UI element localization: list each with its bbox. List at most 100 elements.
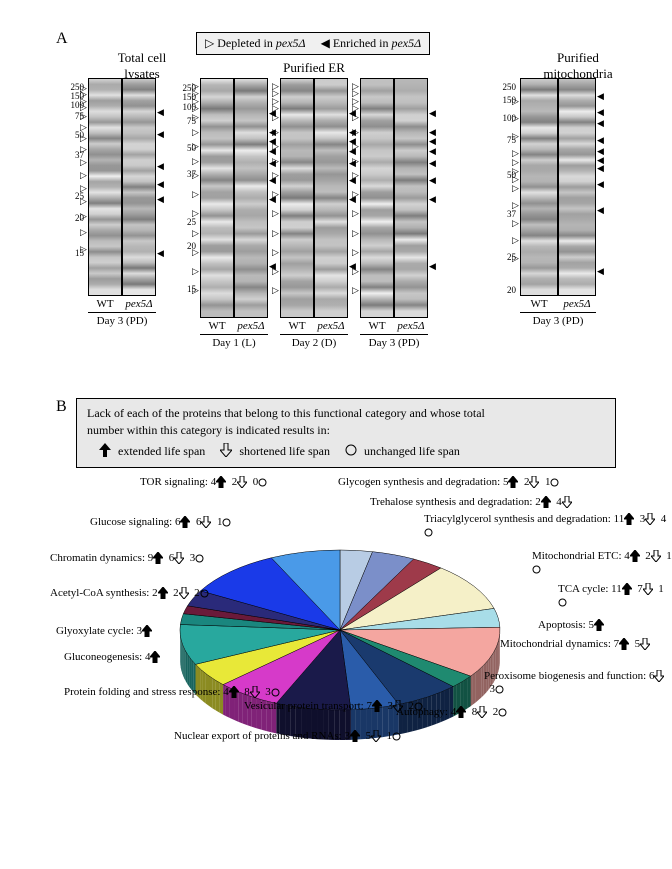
circle-icon: [414, 700, 423, 712]
pie-chart: [170, 530, 510, 760]
gel-lane: [314, 78, 348, 318]
category-label: Trehalose synthesis and degradation: 2 4: [370, 496, 577, 509]
category-label: Mitochondrial dynamics: 7 5: [500, 638, 656, 651]
circle-icon: [558, 596, 567, 608]
category-name: Mitochondrial ETC:: [532, 550, 622, 562]
arrow-up-icon: [372, 700, 382, 712]
count-up: 11: [611, 583, 622, 595]
category-label: Apoptosis: 5: [538, 619, 609, 632]
depleted-marker-icon: ▷: [352, 266, 359, 277]
count-unchanged: 1: [658, 583, 664, 595]
enriched-marker-icon: ◀: [597, 163, 604, 174]
category-label: Glucose signaling: 6 6 1: [90, 516, 231, 529]
depleted-marker-icon: ▷: [80, 144, 87, 155]
depleted-marker-icon: ▷: [512, 183, 519, 194]
shortened-text: shortened life span: [239, 444, 330, 458]
category-label: Vesicular protein transport: 7 3 2: [244, 700, 423, 713]
day-label: Day 2 (D): [280, 334, 348, 349]
depleted-marker-icon: ▷: [352, 156, 359, 167]
enriched-marker-icon: ◀: [429, 108, 436, 119]
count-unchanged: 1: [666, 550, 672, 562]
circle-icon: [258, 476, 267, 488]
depleted-marker-icon: ▷: [272, 228, 279, 239]
enriched-marker-icon: ◀: [157, 107, 164, 118]
arrow-down-icon: [250, 686, 260, 698]
circle-icon: [271, 686, 280, 698]
arrow-down-icon: [477, 706, 487, 718]
gel-lane: [360, 78, 394, 318]
depleted-marker-icon: ▷: [80, 122, 87, 133]
pie-side: [189, 657, 191, 690]
arrow-down-icon: [562, 496, 572, 508]
arrow-up-icon: [630, 550, 640, 562]
depleted-marker-icon: ▷: [352, 170, 359, 181]
gel-lane: [88, 78, 122, 296]
gel-lane: [234, 78, 268, 318]
category-name: Glyoxylate cycle:: [56, 625, 134, 637]
pie-side: [181, 640, 182, 673]
circle-icon: [195, 552, 204, 564]
circle-icon: [532, 563, 541, 575]
category-name: Gluconeogenesis:: [64, 651, 142, 663]
enriched-marker-icon: ◀: [429, 158, 436, 169]
arrow-down-icon: [529, 476, 539, 488]
arrow-down-icon: [643, 583, 653, 595]
circle-icon: [392, 730, 401, 742]
panel-b-label: B: [56, 398, 67, 416]
pie-side: [467, 676, 470, 708]
category-name: Triacylglycerol synthesis and degradatio…: [424, 513, 611, 525]
category-label: Triacylglycerol synthesis and degradatio…: [424, 513, 672, 539]
enriched-marker-icon: ◀: [429, 194, 436, 205]
arrow-up-icon: [229, 686, 239, 698]
gel-er-title: Purified ER: [200, 60, 428, 76]
depleted-marker-icon: ▷: [80, 183, 87, 194]
mw-label: 250: [498, 82, 516, 92]
depleted-marker-icon: ▷: [352, 127, 359, 138]
circle-icon: [222, 516, 231, 528]
category-name: Trehalose synthesis and degradation:: [370, 496, 532, 508]
lane-label: WT: [520, 298, 558, 310]
enriched-marker-icon: ◀: [597, 107, 604, 118]
category-label: Chromatin dynamics: 9 6 3: [50, 552, 204, 565]
depleted-marker-icon: ▷: [192, 285, 199, 296]
pie-side: [186, 651, 188, 684]
depleted-marker-icon: ▷: [192, 156, 199, 167]
depleted-marker-icon: ▷: [192, 228, 199, 239]
depleted-marker-icon: ▷: [192, 208, 199, 219]
enriched-marker-icon: ◀: [157, 248, 164, 259]
category-name: Acetyl-CoA synthesis:: [50, 587, 149, 599]
lane-label: pex5Δ: [234, 320, 268, 332]
category-label: Nuclear export of proteins and RNAs: 3 5…: [174, 730, 401, 743]
arrow-down-icon: [174, 552, 184, 564]
depleted-marker-icon: ▷: [192, 112, 199, 123]
arrow-up-icon: [456, 706, 466, 718]
arrow-down-icon: [179, 587, 189, 599]
category-label: TCA cycle: 11 7 1: [558, 583, 672, 609]
depleted-marker-icon: ▷: [272, 127, 279, 138]
depleted-marker-icon: ▷: [512, 253, 519, 264]
depleted-marker-icon: ▷: [272, 247, 279, 258]
enriched-marker-icon: ◀: [597, 91, 604, 102]
category-label: Glycogen synthesis and degradation: 5 2 …: [338, 476, 559, 489]
extended-text: extended life span: [118, 444, 205, 458]
enriched-marker-icon: ◀: [157, 194, 164, 205]
depleted-marker-icon: ▷: [512, 131, 519, 142]
enriched-marker-icon: ◀: [157, 129, 164, 140]
gel-lane: [558, 78, 596, 296]
category-label: Glyoxylate cycle: 3: [56, 625, 158, 638]
category-name: TCA cycle:: [558, 583, 608, 595]
category-name: Peroxisome biogenesis and function:: [484, 670, 646, 682]
depleted-marker-icon: ▷: [352, 208, 359, 219]
depleted-marker-icon: ▷: [272, 156, 279, 167]
arrow-up-icon: [142, 625, 152, 637]
depleted-marker-icon: ▷: [80, 244, 87, 255]
lane-label: WT: [88, 298, 122, 310]
legend-b-line2: number within this category is indicated…: [87, 422, 605, 439]
enriched-marker-icon: ◀: [429, 146, 436, 157]
enriched-text: Enriched in: [333, 36, 392, 50]
depleted-marker-icon: ▷: [272, 112, 279, 123]
arrow-down-icon: [645, 513, 655, 525]
category-name: Glucose signaling:: [90, 516, 172, 528]
arrow-up-icon: [624, 513, 634, 525]
gel-lane: [122, 78, 156, 296]
